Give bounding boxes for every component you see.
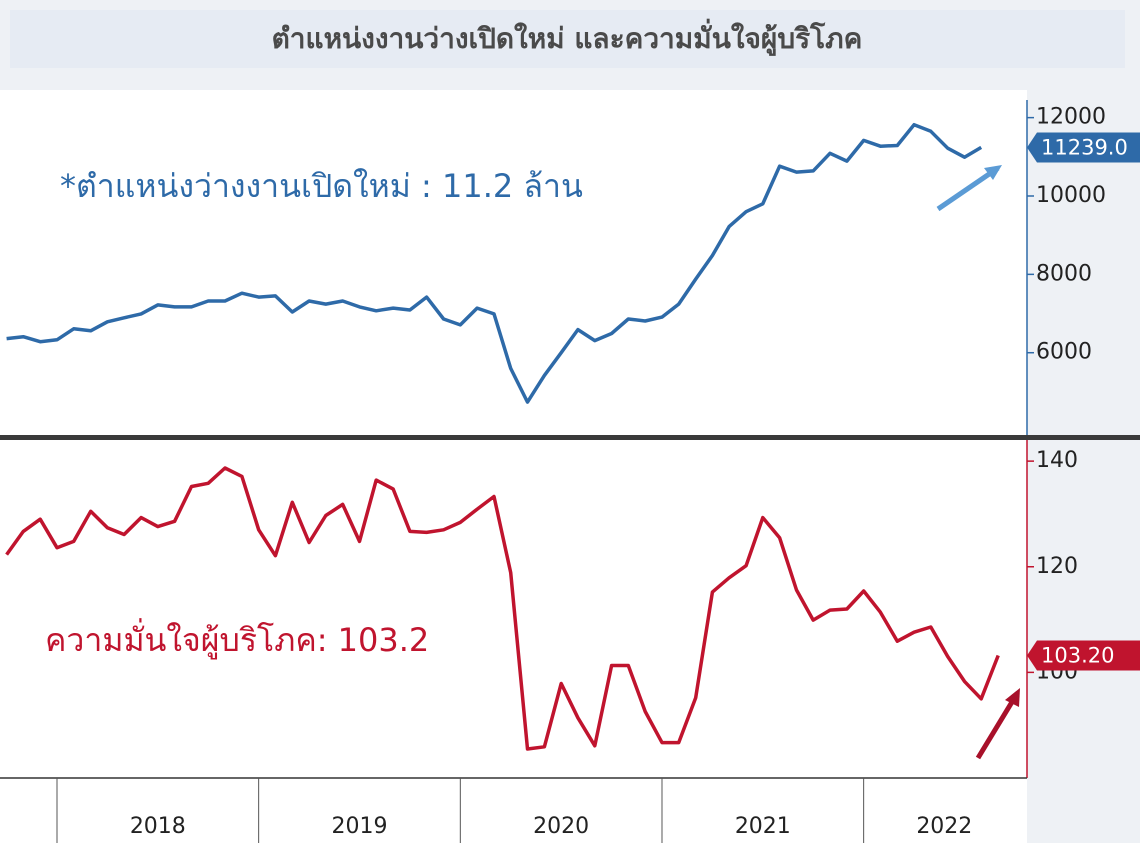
value-label-box [1027, 640, 1140, 671]
x-tick-label: 2019 [331, 814, 387, 839]
data-line [5, 466, 1000, 751]
value-label: 103.20 [1041, 643, 1114, 667]
y-tick-label: 120 [1036, 554, 1078, 579]
arrow-bottom [975, 695, 1018, 760]
arrow-top [936, 165, 1000, 212]
y-tick-label: 8000 [1036, 261, 1092, 286]
x-tick-label: 2021 [735, 814, 791, 839]
annotation: *ตำแหน่งว่างงานเปิดใหม่ : 11.2 ล้าน [60, 167, 583, 205]
plot-background [0, 90, 1027, 843]
x-tick-label: 2018 [130, 814, 186, 839]
y-tick-label: 10000 [1036, 183, 1106, 208]
y-tick-label: 140 [1036, 448, 1078, 473]
arrow-top-head [984, 165, 1002, 180]
value-label: 11239.0 [1041, 135, 1128, 159]
layer: 6000 8000 10000 12000 *ตำแหน่งว่างงานเปิดใหม… [5, 105, 1140, 843]
y-tick-label: 6000 [1036, 340, 1092, 365]
annotation: ความมั่นใจผู้บริโภค: 103.2 [45, 618, 429, 660]
panel-divider [0, 435, 1140, 440]
data-line [6, 122, 983, 404]
chart-title: ตำแหน่งงานว่างเปิดใหม่ และความมั่นใจผู้บ… [272, 18, 863, 56]
y-tick-label: 12000 [1036, 105, 1106, 130]
value-label-box [1027, 132, 1140, 163]
x-tick-label: 2022 [916, 814, 972, 839]
title-banner [10, 10, 1125, 68]
x-tick-label: 2020 [533, 814, 589, 839]
arrow-bottom-head [1005, 688, 1020, 707]
